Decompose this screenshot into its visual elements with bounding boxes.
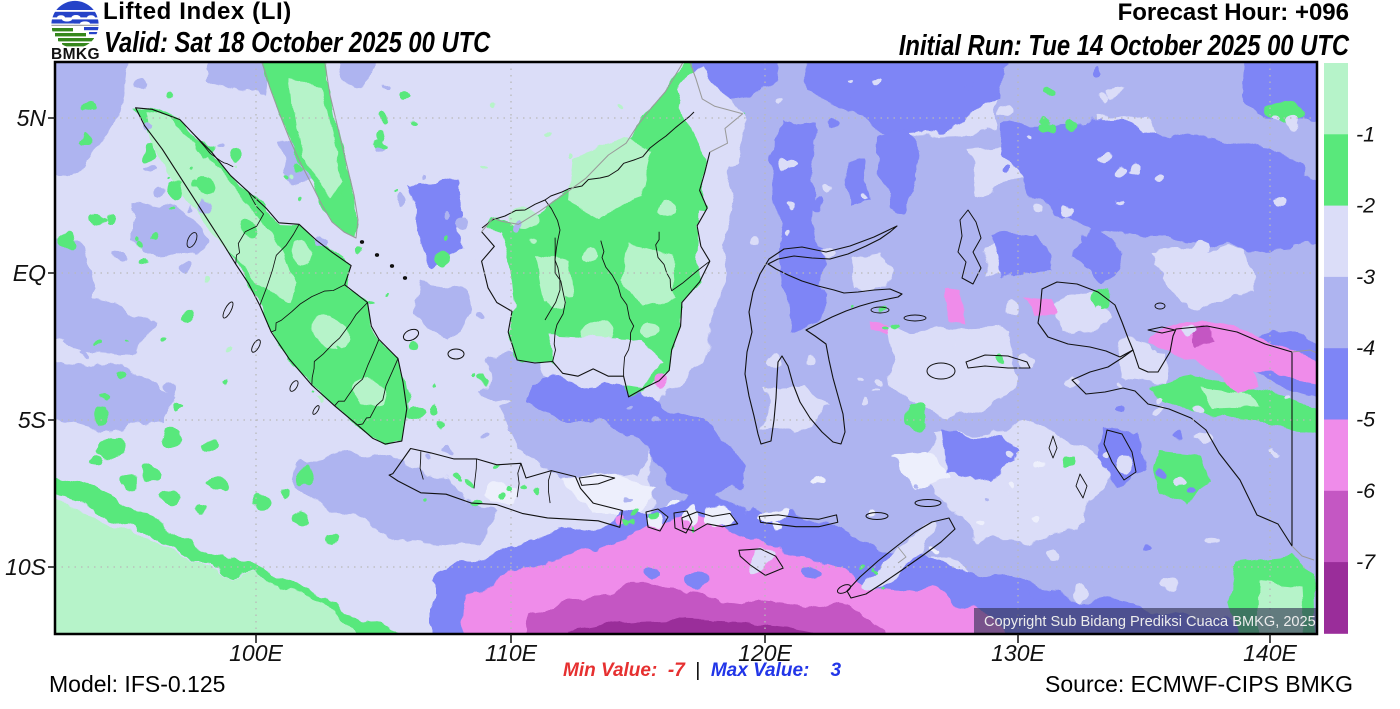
svg-text:BMKG: BMKG [51,46,100,63]
svg-text:-2: -2 [1356,194,1375,218]
svg-text:130E: 130E [991,640,1045,666]
svg-text:10S: 10S [5,554,47,580]
svg-text:5N: 5N [17,105,47,131]
svg-text:100E: 100E [229,640,283,666]
svg-text:-3: -3 [1356,265,1375,289]
svg-text:-7: -7 [1356,550,1376,574]
svg-text:140E: 140E [1243,640,1297,666]
svg-text:Copyright Sub Bidang Prediksi: Copyright Sub Bidang Prediksi Cuaca BMKG… [984,614,1316,630]
svg-text:EQ: EQ [13,260,46,286]
svg-text:110E: 110E [485,640,538,666]
svg-text:-1: -1 [1356,122,1375,146]
svg-text:-6: -6 [1356,479,1375,503]
svg-text:-5: -5 [1356,408,1376,432]
svg-text:-4: -4 [1356,336,1375,360]
svg-text:5S: 5S [18,407,47,433]
svg-text:120E: 120E [738,640,792,666]
